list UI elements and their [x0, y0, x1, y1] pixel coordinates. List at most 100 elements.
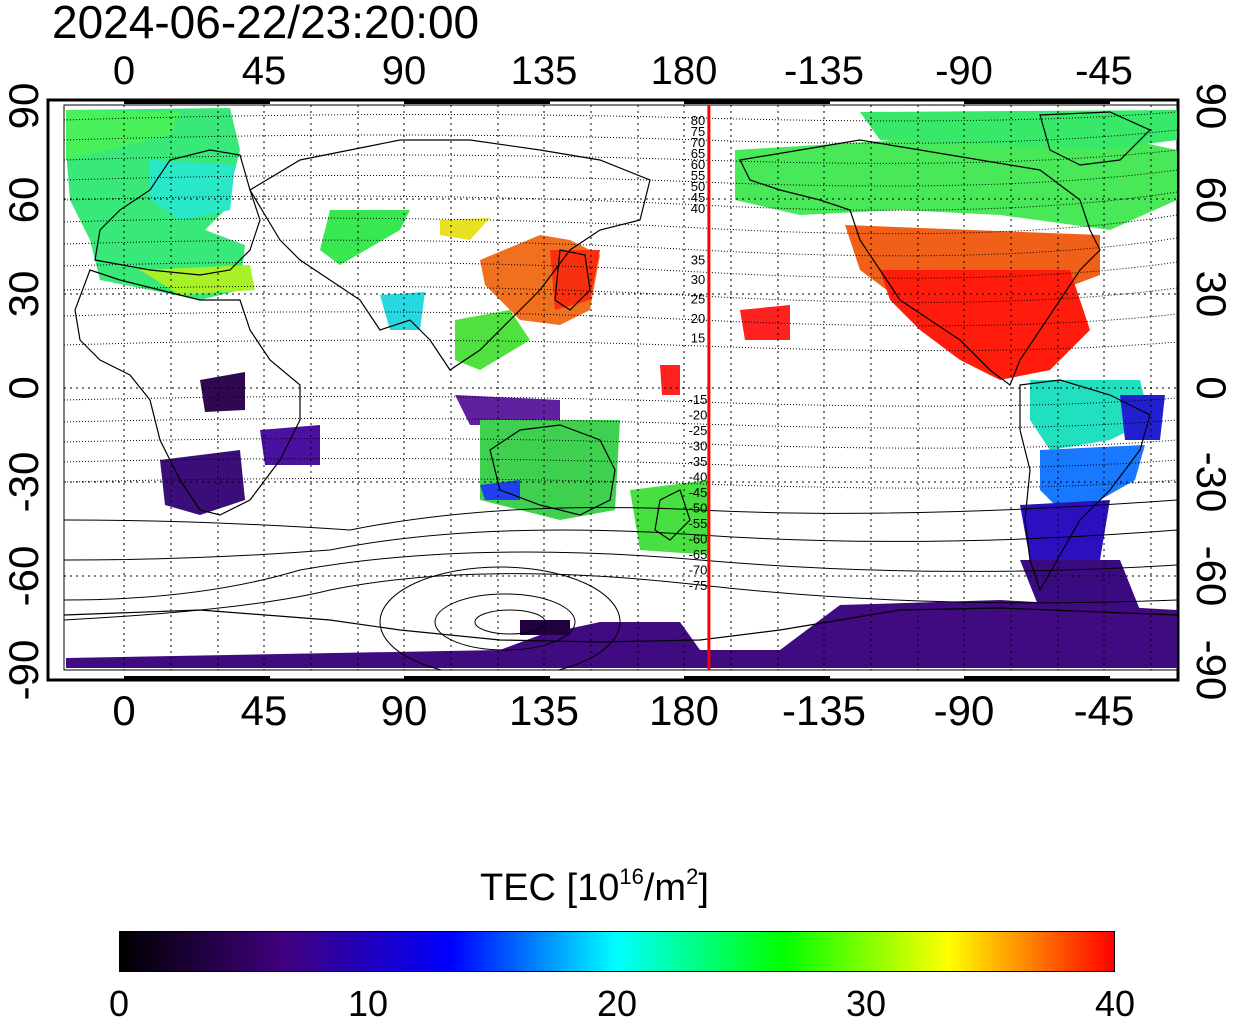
x-top-tick-label: 135 [511, 49, 578, 93]
contour-label-south: -45 [689, 485, 708, 500]
contour-lines [64, 111, 1177, 489]
contour-label-north: 60 [691, 157, 705, 172]
colorbar-title-exponent-2: 2 [686, 864, 699, 889]
y-right-tick-label: 0 [1188, 376, 1235, 399]
contour-label-north: 70 [691, 135, 705, 150]
contour-label-north: 25 [691, 292, 705, 307]
y-left-tick-label: 30 [0, 271, 47, 318]
contour-label-north: 75 [691, 124, 705, 139]
x-bottom-tick-label: 135 [509, 687, 579, 734]
coast-south-america [1019, 379, 1151, 592]
tec-antarctica [66, 600, 1177, 668]
y-left-tick-label: 0 [0, 376, 47, 399]
y-right-tick-label: 60 [1188, 177, 1235, 224]
colorbar-title: TEC [1016/m2] [480, 866, 709, 910]
coast-nz [654, 489, 691, 541]
colorbar-tick-label: 0 [108, 983, 130, 1024]
contour-label-south: -40 [689, 470, 708, 485]
tec-europe-cyan [150, 160, 235, 220]
y-right-tick-label: -30 [1188, 452, 1235, 513]
contour-label-north: 40 [691, 201, 705, 216]
y-left-tick-label: 90 [0, 83, 47, 130]
timestamp: 2024-06-22/23:20:00 [52, 0, 480, 48]
tec-sa-green [1030, 380, 1150, 450]
y-left-tick-label: 60 [0, 177, 47, 224]
tec-europe [66, 108, 245, 300]
tec-asia-green [320, 210, 410, 265]
y-right-tick-label: 30 [1188, 271, 1235, 318]
contour-label-south: -50 [689, 501, 708, 516]
tec-sea-green [455, 310, 530, 370]
y-axis-right-labels: 90 60 30 0 -30 -60 -90 [1188, 83, 1235, 701]
colorbar-tick-label: 20 [596, 983, 638, 1024]
tec-mediterranean [140, 265, 255, 295]
coastlines [64, 111, 1177, 643]
tec-arctic-green [66, 110, 180, 160]
coast-greenland [1039, 111, 1152, 166]
x-axis-bottom-labels: 0 45 90 135 180 -135 -90 -45 [112, 687, 1134, 734]
frame-ticks [124, 100, 1110, 680]
y-left-tick-label: -90 [0, 640, 47, 701]
tec-africa-purple [200, 372, 245, 412]
contour-label-south: -35 [689, 454, 708, 469]
contour-lines-south [64, 499, 1177, 670]
x-top-tick-label: -135 [784, 49, 864, 93]
y-right-tick-label: -60 [1188, 546, 1235, 607]
contour-label-north: 55 [691, 168, 705, 183]
tec-patches [66, 108, 1177, 668]
x-bottom-tick-label: 0 [112, 687, 135, 734]
x-top-tick-label: 0 [113, 49, 135, 93]
y-left-tick-label: -30 [0, 452, 47, 513]
x-axis-top-labels: 0 45 90 135 180 -135 -90 -45 [113, 49, 1133, 93]
tec-pacific-red-patch [740, 305, 790, 340]
x-top-tick-label: 180 [651, 49, 718, 93]
tec-greenland [860, 110, 1177, 150]
contour-label-south: -55 [689, 516, 708, 531]
x-bottom-tick-label: 180 [649, 687, 719, 734]
colorbar-tick-label: 30 [845, 983, 887, 1024]
contour-label-north: 50 [691, 179, 705, 194]
coast-japan [554, 249, 591, 311]
x-top-tick-label: 45 [242, 49, 287, 93]
y-right-tick-label: -90 [1188, 640, 1235, 701]
tec-pacific-red [660, 365, 680, 395]
coast-north-america [739, 139, 1101, 386]
map-frame [46, 98, 1180, 682]
contour-label-south: -60 [689, 532, 708, 547]
x-bottom-tick-label: 90 [381, 687, 428, 734]
x-top-tick-label: -45 [1075, 49, 1133, 93]
x-top-tick-label: 90 [382, 49, 427, 93]
contour-label-north: 20 [691, 311, 705, 326]
x-top-tick-label: -90 [935, 49, 993, 93]
x-bottom-tick-label: 45 [241, 687, 288, 734]
coast-europe [94, 149, 261, 276]
contour-label-south: -70 [689, 563, 708, 578]
y-axis-left-labels: 90 60 30 0 -30 -60 -90 [0, 83, 47, 701]
colorbar-title-exponent-1: 16 [619, 864, 644, 889]
colorbar-title-prefix: TEC [10 [480, 867, 620, 909]
coast-antarctica [64, 607, 1177, 643]
x-bottom-tick-label: -45 [1074, 687, 1135, 734]
tec-usa-red [880, 270, 1090, 380]
contour-label-south: -65 [689, 547, 708, 562]
y-right-tick-label: 90 [1188, 83, 1235, 130]
contour-label-north: 30 [691, 272, 705, 287]
tec-africa-east [260, 425, 320, 465]
contour-label-south: -25 [689, 423, 708, 438]
colorbar-title-suffix: ] [698, 867, 709, 909]
tec-japan-red [550, 250, 600, 310]
grid-lines [64, 105, 1177, 670]
contour-label-south: -20 [689, 408, 708, 423]
x-bottom-tick-label: -90 [934, 687, 995, 734]
tec-indonesia [455, 395, 560, 425]
contour-label-south: -75 [689, 578, 708, 593]
contour-label-north: 35 [691, 253, 705, 268]
tec-india [380, 292, 425, 330]
colorbar-tick-label: 10 [347, 983, 389, 1024]
contour-label-north: 80 [691, 113, 705, 128]
coast-australia [489, 424, 616, 516]
colorbar-tick-label: 40 [1094, 983, 1136, 1024]
x-bottom-tick-label: -135 [782, 687, 866, 734]
